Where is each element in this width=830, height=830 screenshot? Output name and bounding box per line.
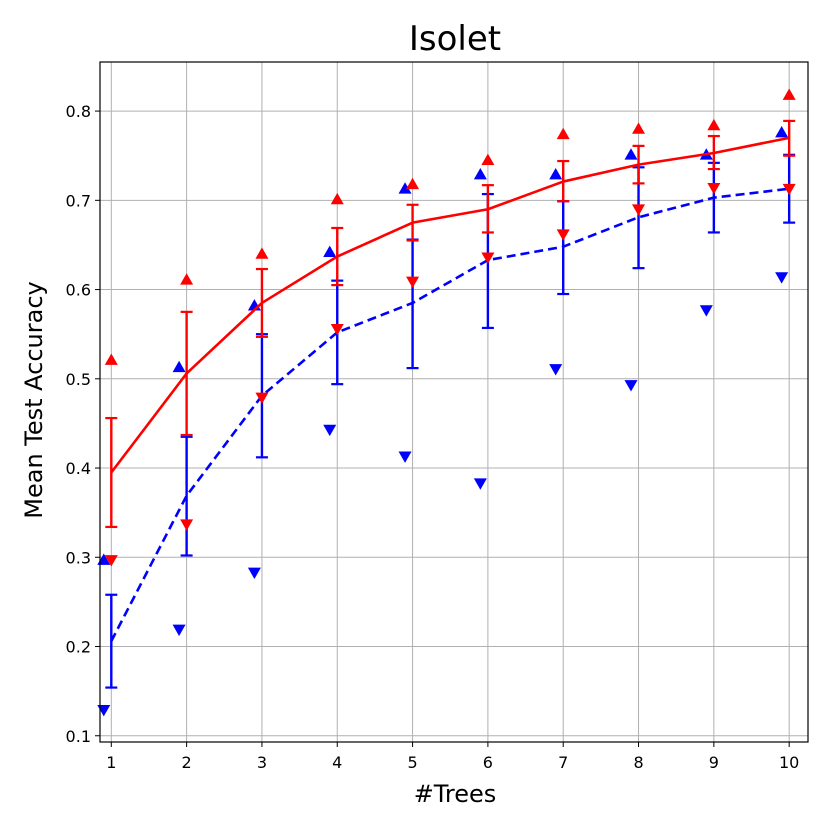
y-tick-label: 0.2 (66, 638, 91, 657)
max-marker (172, 360, 186, 373)
mean-line (110, 187, 790, 642)
min-marker (632, 204, 646, 216)
min-marker (172, 624, 186, 637)
min-marker (549, 364, 563, 376)
min-marker (473, 478, 487, 490)
max-marker (782, 88, 796, 100)
series-group (104, 88, 796, 567)
min-marker (330, 323, 344, 336)
max-marker (473, 167, 487, 180)
min-marker (481, 252, 495, 264)
x-tick-label: 4 (332, 753, 342, 772)
grid (100, 62, 808, 742)
ticks: 1 2 3 4 5 6 7 8 9 10 0.1 0.2 0.3 0.4 0.5 0.6 0.7 0.8 (66, 102, 800, 772)
y-tick-label: 0.1 (66, 727, 91, 746)
x-tick-label: 3 (257, 753, 267, 772)
max-marker (707, 118, 721, 131)
y-tick-label: 0.7 (66, 191, 91, 210)
min-marker (104, 555, 118, 567)
min-marker (782, 183, 796, 196)
x-tick-label: 5 (407, 753, 417, 772)
max-marker (255, 247, 269, 259)
max-marker (323, 245, 337, 257)
min-marker (398, 451, 412, 463)
plot-frame (99, 61, 809, 743)
max-marker (330, 192, 344, 205)
max-marker (398, 182, 412, 194)
chart-title: Isolet (409, 19, 501, 59)
mean-line (110, 136, 790, 474)
min-marker (699, 305, 713, 317)
min-marker (775, 272, 789, 284)
min-marker (247, 567, 261, 579)
min-marker (255, 392, 269, 405)
max-marker (180, 273, 194, 285)
max-marker (632, 122, 646, 134)
min-marker (180, 519, 194, 531)
max-marker (556, 127, 570, 140)
y-tick-label: 0.3 (66, 548, 91, 567)
max-marker (775, 125, 789, 138)
x-tick-label: 6 (483, 753, 493, 772)
min-marker (624, 380, 638, 392)
y-tick-label: 0.4 (66, 459, 91, 478)
x-tick-label: 1 (106, 753, 116, 772)
max-marker (104, 353, 118, 365)
max-marker (549, 167, 563, 180)
min-marker (707, 182, 721, 195)
y-tick-label: 0.6 (66, 281, 91, 300)
y-tick-label: 0.8 (66, 102, 91, 121)
max-marker (406, 177, 420, 190)
y-tick-label: 0.5 (66, 370, 91, 389)
x-axis-label: #Trees (414, 780, 497, 808)
min-marker (556, 229, 570, 241)
min-marker (323, 424, 337, 437)
max-marker (481, 153, 495, 166)
x-tick-label: 2 (182, 753, 192, 772)
max-marker (624, 148, 638, 160)
x-tick-label: 10 (779, 753, 799, 772)
x-tick-label: 7 (558, 753, 568, 772)
x-tick-label: 9 (709, 753, 719, 772)
plot-series (97, 88, 796, 717)
y-axis-label: Mean Test Accuracy (20, 281, 48, 518)
min-marker (406, 276, 420, 289)
x-tick-label: 8 (633, 753, 643, 772)
